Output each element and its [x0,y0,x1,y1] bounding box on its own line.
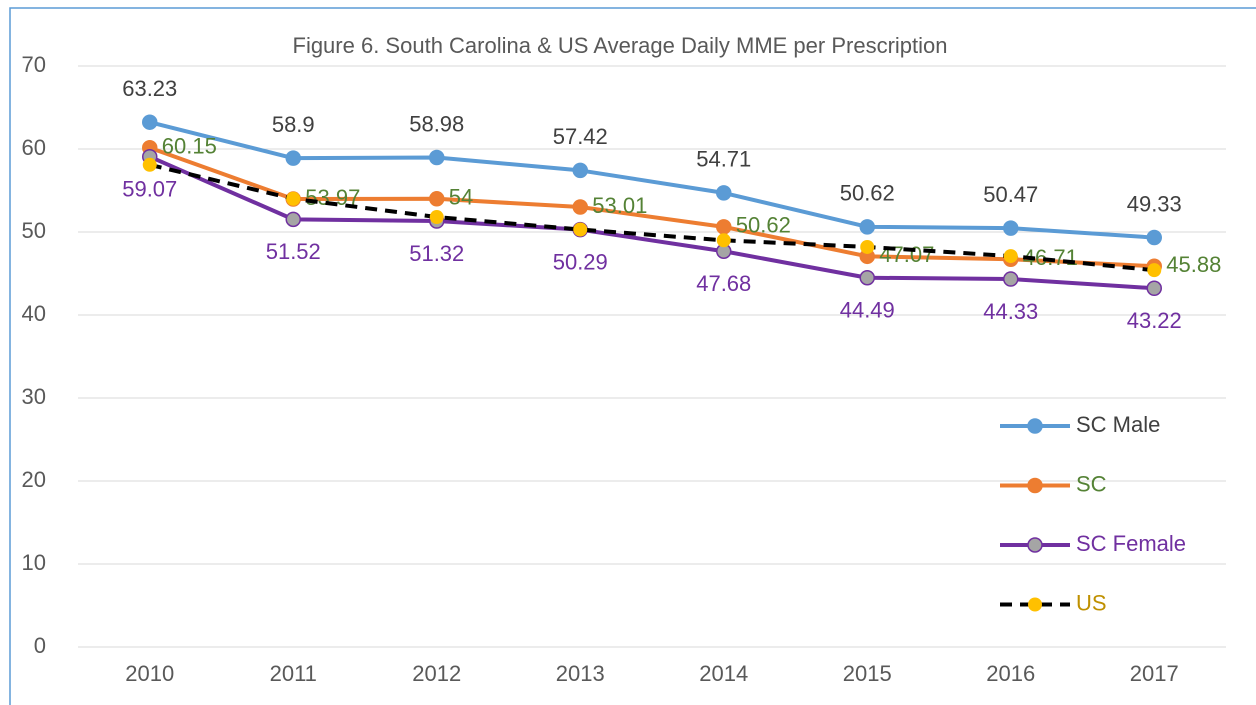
data-label: 60.15 [162,134,217,159]
x-tick-label: 2015 [843,661,892,686]
marker [859,219,875,235]
marker [142,157,157,172]
legend-label: SC Female [1076,531,1186,556]
marker [286,191,301,206]
frame [9,7,1256,705]
marker [142,114,158,130]
data-label: 63.23 [122,76,177,101]
marker [860,239,875,254]
x-tick-label: 2014 [699,661,748,686]
data-label: 50.29 [553,249,608,274]
legend-marker [1027,418,1043,434]
marker [716,185,732,201]
legend-marker [1027,477,1043,494]
marker [1003,249,1018,264]
legend-label: SC Male [1076,412,1160,437]
x-tick-label: 2013 [556,661,605,686]
series-line [149,162,1155,273]
marker [285,211,301,228]
series-line [148,154,1155,291]
data-label: 47.68 [696,271,751,296]
data-label: 44.49 [840,298,895,323]
data-label: 57.42 [553,124,608,149]
y-tick-label: 20 [22,467,46,492]
marker [1003,220,1019,236]
data-label: 53.01 [592,193,647,218]
data-label: 58.98 [409,111,464,136]
data-label: 44.33 [983,299,1038,324]
legend-marker [1027,537,1043,553]
x-tick-label: 2016 [986,661,1035,686]
marker [572,199,588,215]
data-label: 50.47 [983,182,1038,207]
x-tick-label: 2017 [1130,661,1179,686]
marker [1146,280,1162,297]
data-label: 45.88 [1166,252,1221,277]
legend-label: US [1076,590,1107,615]
marker [859,269,875,286]
marker [429,210,444,225]
marker [716,233,731,248]
marker [285,150,301,166]
data-label: 50.62 [840,181,895,206]
marker [573,222,588,237]
data-label: 50.62 [736,213,791,238]
marker [1003,271,1019,287]
marker [429,191,445,207]
marker [716,219,732,235]
data-label: 54 [449,185,473,210]
y-tick-label: 50 [22,218,46,243]
data-label: 54.71 [696,147,751,172]
y-tick-label: 30 [22,384,46,409]
x-tick-label: 2012 [412,661,461,686]
data-label: 49.33 [1127,191,1182,216]
legend-label: SC [1076,471,1107,496]
marker [429,149,445,166]
legend-marker [1028,597,1042,612]
y-tick-label: 0 [34,633,46,658]
data-label: 47.07 [879,242,934,267]
x-tick-label: 2011 [270,661,317,686]
x-tick-label: 2010 [125,661,174,686]
y-tick-label: 70 [22,52,46,77]
marker [572,162,588,179]
data-label: 43.22 [1127,308,1182,333]
y-tick-label: 60 [22,135,46,160]
data-label: 51.52 [266,239,321,264]
data-label: 51.32 [409,241,464,266]
data-label: 59.07 [122,177,177,202]
chart-title: Figure 6. South Carolina & US Average Da… [293,33,948,58]
marker [1147,263,1162,278]
series-line [149,145,1155,269]
series-line [149,120,1155,240]
y-tick-label: 40 [22,301,46,326]
data-label: 58.9 [272,112,315,137]
marker [1146,229,1162,246]
y-tick-label: 10 [22,550,46,575]
